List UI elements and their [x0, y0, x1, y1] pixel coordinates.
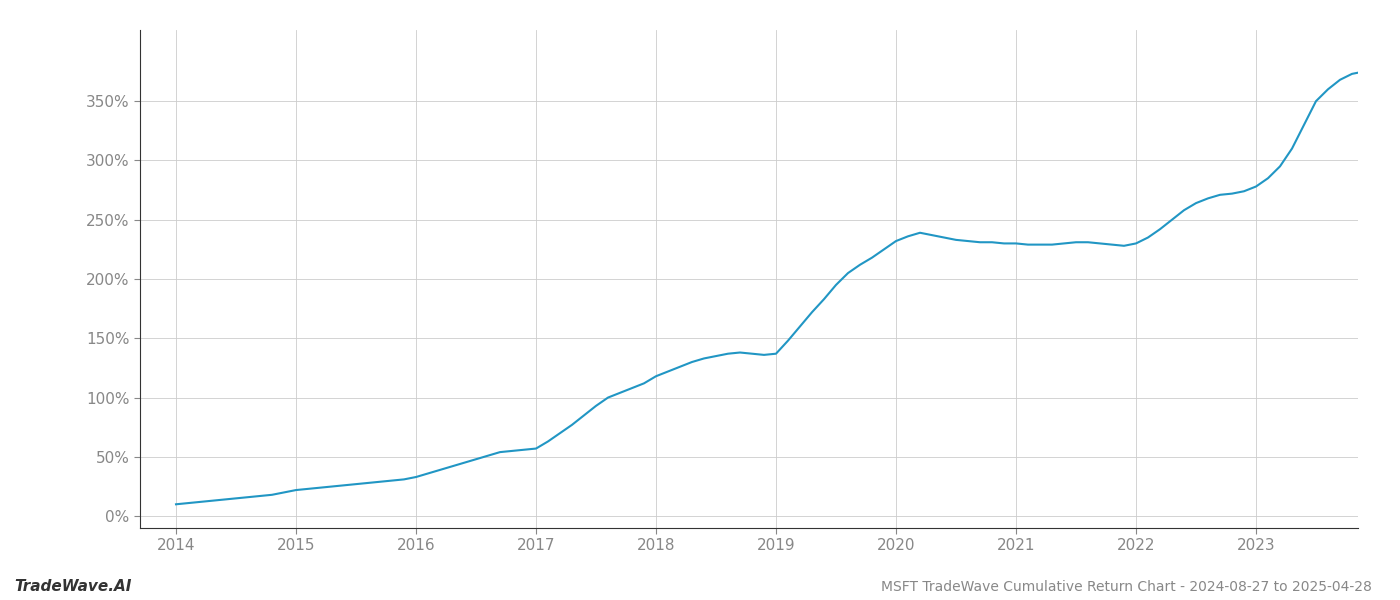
- Text: TradeWave.AI: TradeWave.AI: [14, 579, 132, 594]
- Text: MSFT TradeWave Cumulative Return Chart - 2024-08-27 to 2025-04-28: MSFT TradeWave Cumulative Return Chart -…: [881, 580, 1372, 594]
